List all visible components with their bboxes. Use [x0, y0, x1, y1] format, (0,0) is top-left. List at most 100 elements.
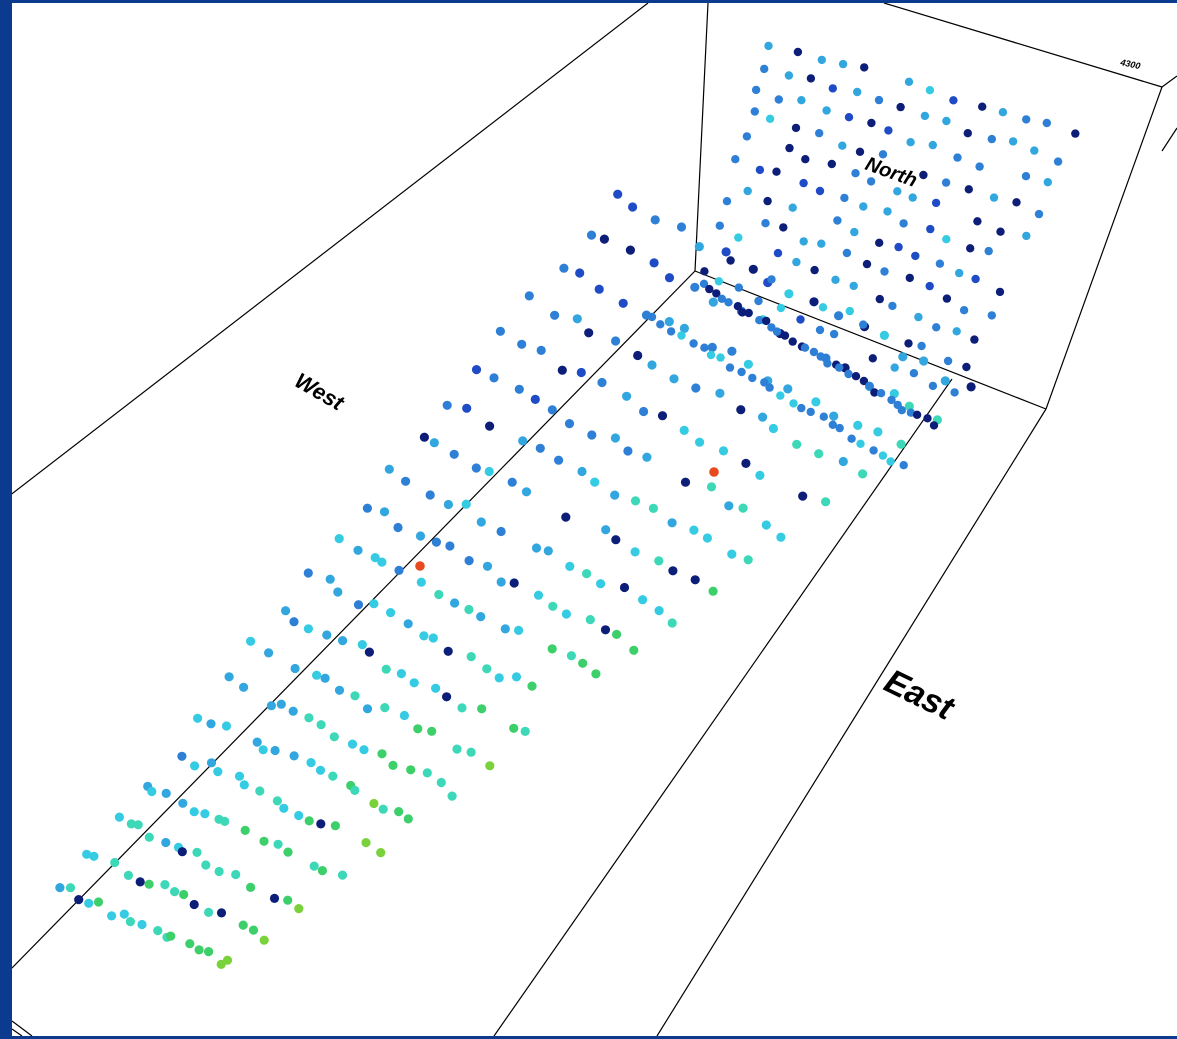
data-point [303, 624, 313, 634]
box-edge-floor-east [493, 378, 953, 1036]
data-point [577, 466, 587, 477]
data-point [613, 189, 623, 199]
data-point [431, 683, 441, 693]
data-point [185, 939, 195, 949]
data-point [806, 407, 815, 417]
data-point [153, 926, 163, 936]
data-points [55, 41, 1080, 970]
data-point [962, 362, 971, 372]
data-point [55, 883, 65, 893]
data-point [629, 645, 639, 655]
data-point [419, 432, 429, 442]
data-point [565, 561, 575, 572]
data-point [842, 248, 852, 258]
data-point [304, 816, 314, 826]
data-point [281, 606, 291, 616]
data-point [707, 342, 717, 352]
data-point [690, 575, 700, 585]
data-point [294, 810, 304, 821]
data-point [883, 207, 892, 216]
data-point [353, 600, 364, 610]
data-point [840, 193, 849, 203]
data-point [422, 768, 432, 778]
data-point [724, 501, 734, 511]
data-point [899, 219, 908, 228]
data-point [547, 644, 557, 654]
data-point [543, 546, 553, 556]
data-point [334, 534, 344, 544]
data-point [524, 291, 534, 301]
data-point [886, 457, 895, 466]
data-point [246, 882, 256, 893]
data-point [650, 215, 660, 225]
data-point [791, 123, 801, 133]
data-point [844, 369, 853, 379]
data-point [987, 311, 996, 320]
data-point [642, 452, 652, 462]
data-point [818, 303, 828, 312]
data-point [858, 469, 868, 479]
data-point [201, 860, 211, 870]
data-point [911, 251, 920, 261]
data-point [610, 490, 620, 500]
data-point [309, 861, 319, 871]
data-point [765, 114, 775, 124]
data-point [401, 476, 411, 486]
data-point [919, 356, 929, 366]
data-point [587, 430, 597, 440]
data-point [797, 96, 806, 105]
data-point [755, 316, 764, 325]
data-point [821, 497, 831, 507]
data-point [667, 618, 677, 628]
bounding-box [12, 3, 1177, 1036]
data-point [931, 198, 941, 208]
data-point [289, 751, 299, 761]
data-point [378, 804, 388, 814]
data-point [272, 796, 282, 806]
data-point [520, 726, 530, 737]
data-point [350, 691, 360, 701]
data-point [612, 629, 622, 640]
data-point [509, 578, 519, 588]
data-point [647, 360, 657, 370]
data-point [831, 275, 840, 284]
data-point [224, 672, 234, 682]
data-point [677, 331, 686, 340]
data-point [133, 820, 143, 830]
data-point [731, 155, 740, 164]
data-point [725, 363, 735, 372]
data-point [950, 388, 959, 397]
data-point [561, 512, 571, 522]
data-point [679, 425, 689, 435]
data-point [517, 339, 527, 349]
data-point [270, 745, 280, 756]
data-point [192, 847, 202, 858]
data-point [596, 579, 606, 589]
data-point [724, 298, 733, 307]
data-point [894, 242, 903, 252]
data-point [853, 87, 862, 97]
data-point [425, 490, 435, 500]
box-edge-floor-north [694, 270, 1047, 410]
data-point [917, 341, 926, 351]
data-point [255, 786, 265, 796]
data-point [161, 837, 171, 848]
tick-label-4300: 4300 [1119, 57, 1142, 71]
data-point [712, 289, 721, 298]
data-point [89, 851, 99, 861]
data-point [884, 126, 893, 135]
data-point [705, 284, 714, 294]
data-point [194, 945, 204, 955]
data-point [761, 520, 771, 530]
data-point [193, 713, 203, 723]
data-point [654, 606, 664, 616]
data-point [334, 685, 345, 695]
data-point [760, 378, 769, 387]
data-point [273, 839, 283, 849]
data-point [879, 330, 890, 340]
data-point [489, 373, 499, 383]
data-point [353, 545, 363, 555]
data-point [714, 277, 724, 286]
data-point [521, 487, 532, 497]
data-point [926, 224, 935, 234]
